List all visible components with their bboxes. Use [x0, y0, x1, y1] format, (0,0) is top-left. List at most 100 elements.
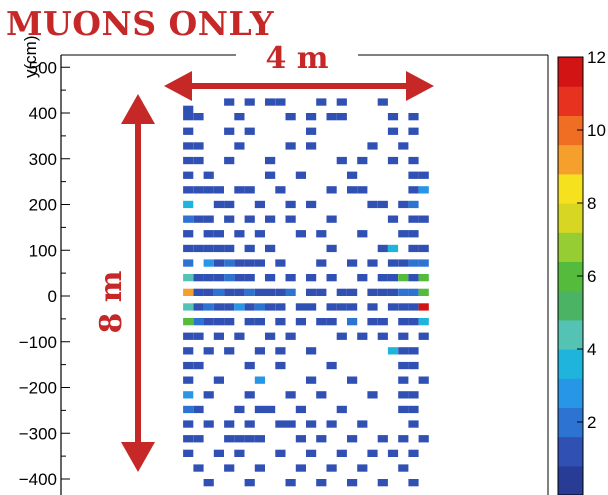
heatmap-bin — [295, 171, 306, 179]
heatmap-bin — [326, 303, 337, 311]
heatmap-bin — [224, 244, 235, 253]
heatmap-bin — [265, 288, 276, 296]
heatmap-bin — [306, 274, 317, 282]
heatmap-bin — [306, 288, 317, 296]
heatmap-bin — [306, 376, 317, 384]
heatmap-bin — [285, 142, 296, 150]
heatmap-bin — [347, 318, 358, 326]
heatmap-bin — [408, 347, 419, 355]
height-arrow — [121, 94, 155, 472]
heatmap-bin — [234, 113, 245, 121]
heatmap-bin — [183, 288, 194, 296]
heatmap-bin — [234, 274, 245, 282]
heatmap-bin — [408, 318, 419, 326]
heatmap-bin — [183, 405, 194, 414]
heatmap-bin — [336, 156, 347, 165]
heatmap-bin — [203, 303, 214, 311]
heatmap-bin — [183, 259, 194, 267]
heatmap-bin — [224, 347, 235, 355]
heatmap-bin — [387, 449, 399, 457]
heatmap-bin — [306, 200, 317, 209]
y-tick-label: 400 — [29, 104, 57, 123]
heatmap-bin — [234, 230, 245, 238]
heatmap-bin — [244, 420, 255, 428]
heatmap-bin — [387, 274, 399, 282]
heatmap-bin — [203, 171, 214, 179]
heatmap-bin — [224, 435, 235, 443]
heatmap-bin — [377, 244, 388, 253]
heatmap-bin — [316, 391, 327, 399]
heatmap-bin — [254, 288, 265, 296]
heatmap-bin — [183, 200, 194, 209]
heatmap-bin — [224, 215, 235, 223]
heatmap-bin — [357, 420, 368, 428]
heatmap-bin — [193, 303, 204, 311]
heatmap-bin — [254, 405, 265, 414]
heatmap-bin — [418, 318, 429, 326]
heatmap-bin — [213, 332, 224, 340]
heatmap-bin — [183, 391, 194, 399]
heatmap-bin — [193, 274, 204, 282]
heatmap-bin — [408, 186, 419, 194]
heatmap-bin — [224, 259, 235, 267]
heatmap-bin — [357, 274, 368, 282]
heatmap-bin — [244, 361, 255, 370]
colorbar-tick-label: 6 — [587, 267, 596, 286]
heatmap-bin — [213, 303, 224, 311]
heatmap-bin — [203, 318, 214, 326]
heatmap-bin — [377, 98, 388, 106]
heatmap-bin — [183, 303, 194, 311]
heatmap-bin — [183, 156, 194, 165]
heatmap-bin — [224, 464, 235, 472]
heatmap-bin — [254, 318, 265, 326]
y-tick-label: 0 — [48, 287, 57, 306]
colorbar-segment — [558, 173, 583, 204]
heatmap-bin — [203, 186, 214, 194]
heatmap-bin — [213, 230, 224, 238]
heatmap-bin — [387, 113, 399, 121]
heatmap-bin — [213, 244, 224, 253]
heatmap-bin — [316, 230, 327, 238]
heatmap-bin — [203, 288, 214, 296]
heatmap-bin — [213, 274, 224, 282]
heatmap-bin — [367, 318, 378, 326]
heatmap-bin — [193, 244, 204, 253]
heatmap-bin — [398, 376, 409, 384]
heatmap-bin — [183, 435, 194, 443]
heatmap-bin — [254, 259, 265, 267]
heatmap-bin — [285, 274, 296, 282]
heatmap-bin — [398, 405, 409, 414]
heatmap-bin — [418, 259, 429, 267]
heatmap-bin — [347, 303, 358, 311]
colorbar — [557, 56, 584, 495]
y-tick-label: −200 — [19, 379, 57, 398]
heatmap-bin — [183, 332, 194, 340]
heatmap-bin — [418, 376, 429, 384]
heatmap-bin — [387, 244, 399, 253]
height-label: 8 m — [94, 270, 129, 333]
heatmap-bin — [183, 230, 194, 238]
colorbar-ticks: 2 4 6 8 10 12 — [577, 48, 606, 432]
heatmap-bin — [244, 127, 255, 135]
heatmap-bin — [183, 244, 194, 253]
heatmap-bin — [285, 332, 296, 340]
heatmap-bin — [265, 274, 276, 282]
heatmap-bin — [367, 303, 378, 311]
heatmap-bin — [244, 186, 255, 194]
heatmap-bin — [244, 318, 255, 326]
heatmap-bin — [408, 244, 419, 253]
heatmap-bin — [275, 98, 286, 106]
heatmap-bin — [357, 230, 368, 238]
heatmap-bin — [306, 127, 317, 135]
heatmap-bin — [347, 376, 358, 384]
heatmap-bin — [387, 288, 399, 296]
heatmap-bin — [408, 361, 419, 370]
heatmap-bin — [193, 156, 204, 165]
width-arrow — [164, 71, 434, 101]
heatmap-bin — [275, 186, 286, 194]
heatmap-bin — [193, 332, 204, 340]
heatmap-bin — [275, 361, 286, 370]
heatmap-bin — [418, 244, 429, 253]
heatmap-bin — [183, 127, 194, 135]
y-tick-label: −300 — [19, 424, 57, 443]
